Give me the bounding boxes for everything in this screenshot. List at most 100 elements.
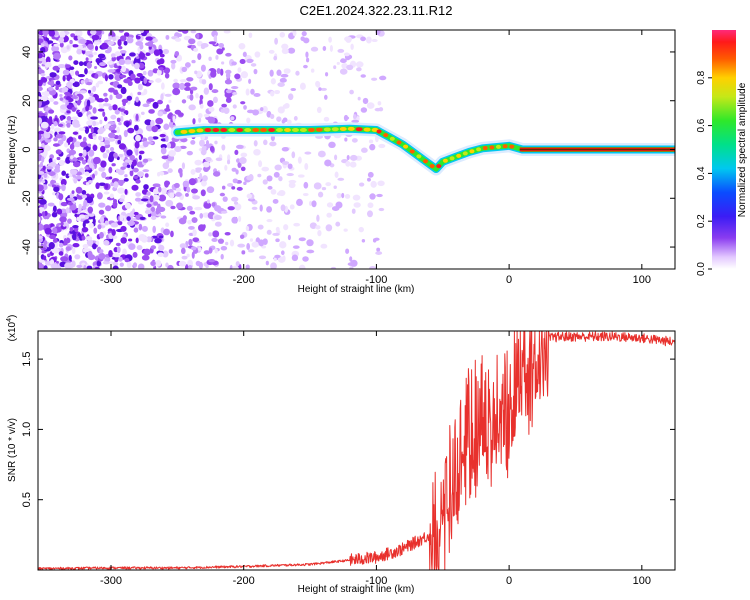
ridge-hotspot [180, 129, 188, 134]
spectrogram-noise-blob [85, 105, 89, 112]
spectrogram-noise-blob [133, 175, 139, 180]
spectrogram-noise-blob [38, 166, 41, 172]
spectrogram-noise-blob [124, 188, 128, 195]
spectrogram-noise-blob [236, 186, 243, 191]
spectrogram-noise-blob [367, 177, 371, 182]
spectrogram-noise-blob [122, 162, 128, 167]
spectrogram-noise-blob [87, 143, 92, 148]
spectrogram-noise-blob [280, 204, 286, 212]
y-tick-label: 1.5 [21, 351, 33, 366]
spectrogram-noise-blob [62, 69, 70, 76]
spectrogram-noise-blob [248, 32, 253, 39]
spectrogram-noise-blob [79, 90, 87, 94]
spectrogram-noise-blob [243, 105, 247, 110]
spectrogram-noise-blob [333, 185, 337, 189]
spectrogram-noise-blob [298, 264, 306, 269]
spectrogram-noise-blob [190, 140, 196, 145]
spectrogram-noise-blob [196, 32, 200, 40]
spectrogram-noise-blob [203, 202, 212, 209]
spectrogram-noise-blob [53, 186, 60, 193]
spectrogram-noise-blob [39, 198, 47, 205]
spectrogram-noise-blob [237, 243, 246, 248]
spectrogram-noise-blob [38, 53, 43, 59]
spectrogram-noise-blob [365, 36, 372, 44]
spectrogram-noise-blob [141, 225, 148, 232]
spectrogram-noise-blob [135, 96, 139, 103]
spectrogram-noise-blob [69, 39, 73, 45]
spectrogram-noise-blob [149, 195, 154, 203]
spectrogram-noise-blob [234, 73, 241, 80]
spectrogram-noise-blob [40, 121, 49, 129]
spectrogram-noise-blob [135, 237, 139, 244]
spectrogram-noise-blob [200, 189, 206, 197]
spectrogram-noise-blob [231, 196, 239, 202]
spectrogram-noise-blob [57, 123, 64, 128]
spectrogram-noise-blob [270, 90, 275, 97]
spectrogram-noise-blob [111, 229, 116, 236]
spectrogram-noise-blob [270, 78, 276, 85]
spectrogram-noise-blob [92, 85, 97, 92]
spectrogram-noise-blob [144, 209, 152, 215]
spectrogram-noise-blob [193, 47, 199, 52]
spectrogram-noise-blob [100, 160, 107, 168]
spectrogram-noise-blob [52, 238, 58, 243]
spectrogram-noise-blob [112, 124, 117, 129]
colorbar-tick-label: 0.8 [696, 70, 707, 84]
spectrogram-noise-blob [325, 182, 332, 187]
spectrogram-noise-blob [199, 213, 204, 219]
spectrogram-noise-blob [126, 164, 131, 168]
spectrogram-noise-blob [323, 116, 330, 122]
spectrogram-noise-blob [60, 178, 67, 186]
spectrogram-noise-blob [87, 158, 91, 164]
spectrogram-noise-blob [74, 254, 81, 260]
spectrogram-noise-blob [68, 254, 72, 262]
spectrogram-noise-blob [133, 62, 140, 70]
spectrogram-noise-blob [179, 170, 183, 178]
spectrogram-noise-blob [59, 216, 67, 223]
spectrogram-noise-blob [113, 181, 119, 189]
x-tick-label: -200 [233, 575, 255, 587]
spectrogram-noise-blob [297, 174, 305, 178]
spectrogram-noise-blob [141, 254, 150, 261]
spectrogram-noise-blob [115, 242, 121, 247]
spectrogram-noise-blob [103, 97, 109, 103]
spectrogram-noise-blob [112, 104, 118, 111]
spectrogram-noise-blob [128, 243, 136, 250]
spectrogram-noise-blob [66, 81, 73, 88]
spectrogram-noise-blob [71, 247, 76, 255]
spectrogram-noise-blob [43, 172, 48, 178]
spectrogram-noise-blob [78, 135, 82, 140]
spectrogram-noise-blob [107, 137, 116, 142]
spectrogram-noise-blob [199, 103, 204, 109]
ridge-tail-core [519, 148, 675, 151]
spectrogram-noise-blob [121, 65, 127, 73]
spectrogram-noise-blob [277, 256, 286, 263]
spectrogram-noise-blob [225, 241, 229, 246]
spectrogram-noise-blob [291, 254, 299, 262]
spectrogram-noise-blob [368, 265, 377, 269]
spectrogram-noise-blob [227, 206, 235, 211]
spectrogram-noise-blob [86, 265, 93, 269]
spectrogram-noise-blob [112, 261, 119, 267]
spectrogram-noise-blob [64, 91, 71, 96]
spectrogram-noise-blob [87, 89, 92, 94]
snr-y-multiplier-base: (x10 [7, 321, 18, 341]
spectrogram-noise-blob [98, 202, 106, 208]
spectrogram-noise-blob [120, 115, 124, 122]
spectrogram-noise-blob [183, 86, 192, 91]
spectrogram-noise-blob [66, 45, 70, 50]
spectrogram-noise-blob [273, 257, 277, 262]
spectrogram-noise-blob [269, 141, 277, 147]
spectrogram-noise-blob [88, 179, 93, 184]
spectrogram-noise-blob [158, 235, 164, 239]
spectrogram-noise-blob [337, 177, 345, 181]
spectrogram-noise-blob [260, 107, 264, 112]
spectrogram-noise-blob [195, 167, 203, 171]
spectrogram-noise-blob [239, 58, 246, 65]
spectrogram-noise-blob [69, 192, 75, 199]
spectrogram-noise-blob [186, 205, 193, 211]
spectrogram-noise-blob [215, 157, 223, 162]
spectrogram-noise-blob [220, 253, 224, 260]
spectrogram-noise-blob [344, 137, 348, 142]
snr-panel: -300 -200 -100 0 100 0.5 1.0 1.5 Height of str… [6, 315, 676, 595]
